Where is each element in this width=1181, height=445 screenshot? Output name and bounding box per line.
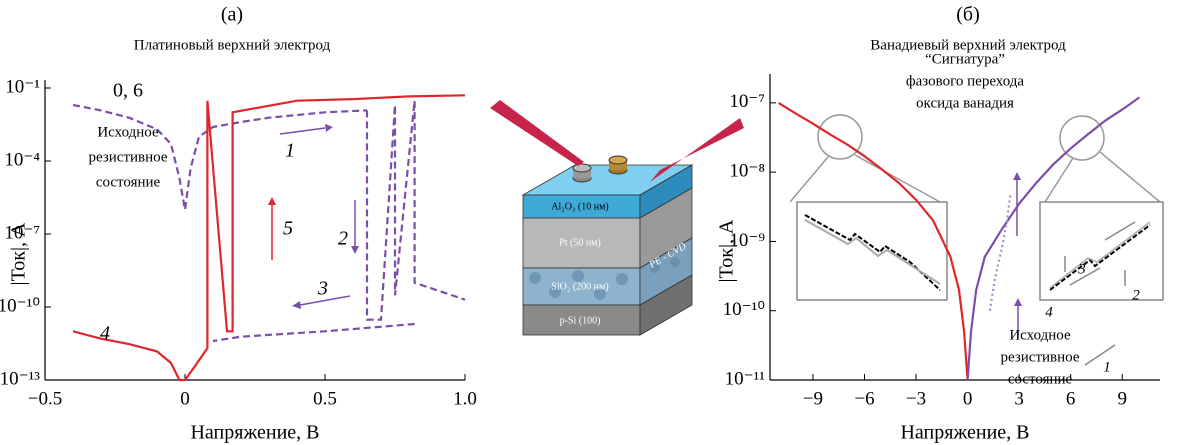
y-tick-label: 10⁻¹¹ bbox=[725, 368, 766, 389]
data-line bbox=[367, 101, 465, 320]
insets bbox=[790, 115, 1163, 365]
layer-label: SiO₂ (200 нм) bbox=[551, 281, 608, 292]
x-tick-label: 0 bbox=[963, 388, 973, 409]
annotation: состояние bbox=[96, 174, 161, 190]
y-tick-label: 10⁻¹⁰ bbox=[723, 299, 765, 320]
chart-title: Платиновый верхний электрод bbox=[134, 37, 331, 53]
annotation: резистивное bbox=[89, 149, 168, 165]
layer-label: Al₂O₃ (10 нм) bbox=[551, 201, 609, 212]
x-axis-label: Напряжение, В bbox=[900, 422, 1029, 444]
annotation: 0, 6 bbox=[113, 80, 143, 102]
x-tick-label: 6 bbox=[1066, 388, 1076, 409]
x-tick-label: −0.5 bbox=[28, 388, 62, 409]
page: Al₂O₃ (10 нм) Pt (50 нм) SiO₂ (200 нм) p… bbox=[0, 0, 1181, 445]
annotation: Исходное bbox=[97, 124, 159, 140]
annotation: фазового перехода bbox=[906, 73, 1024, 89]
annotation: 4 bbox=[100, 323, 110, 345]
x-tick-label: −9 bbox=[803, 388, 823, 409]
x-axis-label: Напряжение, В bbox=[190, 422, 319, 444]
x-tick-label: 0 bbox=[180, 388, 190, 409]
y-tick-label: 10⁻⁴ bbox=[4, 149, 40, 170]
x-tick-label: −3 bbox=[906, 388, 926, 409]
panel-label: (a) bbox=[221, 4, 243, 26]
y-tick-label: 10⁻¹³ bbox=[0, 368, 40, 389]
inset-label: 3 bbox=[1077, 261, 1086, 277]
annotation: 2 bbox=[338, 228, 348, 250]
y-tick-label: 10⁻⁷ bbox=[729, 91, 765, 112]
data-line bbox=[990, 193, 1011, 311]
inset-label: 1 bbox=[1103, 359, 1111, 375]
panel-label: (б) bbox=[956, 4, 980, 26]
x-tick-label: 0.5 bbox=[313, 388, 337, 409]
annotation: оксида ванадия bbox=[916, 95, 1014, 111]
annotation: Исходное bbox=[1009, 327, 1071, 343]
annotation: состояние bbox=[1008, 371, 1073, 387]
inset-label: 2 bbox=[1132, 287, 1140, 303]
y-tick-label: 10⁻¹ bbox=[5, 76, 40, 97]
y-tick-label: 10⁻⁷ bbox=[4, 222, 40, 243]
annotation: резистивное bbox=[1001, 349, 1080, 365]
data-line bbox=[213, 324, 415, 341]
y-tick-label: 10⁻⁸ bbox=[729, 161, 765, 182]
x-tick-label: 9 bbox=[1117, 388, 1127, 409]
x-tick-label: 1.0 bbox=[453, 388, 477, 409]
inset-label: 4 bbox=[1045, 304, 1053, 320]
x-tick-label: 3 bbox=[1014, 388, 1024, 409]
x-tick-label: −6 bbox=[854, 388, 874, 409]
annotation: 1 bbox=[285, 140, 295, 162]
annotation: 5 bbox=[283, 218, 293, 240]
figure: Al₂O₃ (10 нм) Pt (50 нм) SiO₂ (200 нм) p… bbox=[0, 0, 1181, 445]
annotation: “Сигнатура” bbox=[925, 51, 1005, 67]
y-tick-label: 10⁻¹⁰ bbox=[0, 295, 40, 316]
data-line bbox=[779, 103, 968, 380]
device-diagram: Al₂O₃ (10 нм) Pt (50 нм) SiO₂ (200 нм) p… bbox=[490, 100, 744, 335]
layer-label: p-Si (100) bbox=[560, 315, 601, 326]
annotation: 3 bbox=[317, 278, 328, 300]
layer-label: Pt (50 нм) bbox=[559, 237, 601, 248]
y-tick-label: 10⁻⁹ bbox=[729, 230, 765, 251]
